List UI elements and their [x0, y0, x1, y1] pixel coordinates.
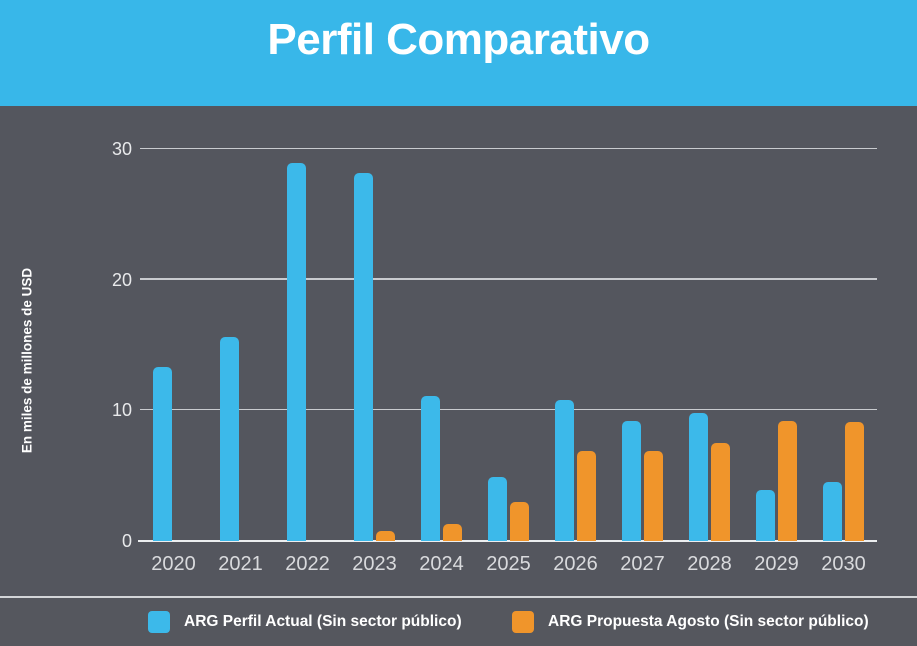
- legend-item-actual: ARG Perfil Actual (Sin sector público): [148, 611, 462, 633]
- bar-group-2026: [542, 106, 609, 541]
- bar-slot: [577, 450, 596, 541]
- bar-group-2028: [676, 106, 743, 541]
- x-tick-label-2025: 2025: [486, 553, 531, 575]
- bar-2020-actual: [153, 367, 172, 541]
- legend-swatch-icon: [148, 611, 170, 633]
- x-tick-label-2028: 2028: [687, 553, 732, 575]
- y-axis-title: En miles de millones de USD: [19, 267, 35, 454]
- bar-slot: [845, 422, 864, 541]
- plot-region: [138, 106, 877, 542]
- x-tick-label-2022: 2022: [285, 553, 330, 575]
- bar-slot: [421, 396, 440, 541]
- x-axis-ticks: 2020 2021 2022 2023 2024 2025 2026 2027 2028 2029…: [140, 553, 877, 576]
- bar-group-2025: [475, 106, 542, 541]
- header-banner: Perfil Comparativo: [0, 0, 917, 106]
- page-title: Perfil Comparativo: [267, 15, 650, 64]
- bar-groups: [140, 106, 877, 541]
- gridline-30: [140, 147, 877, 149]
- x-tick-label-2024: 2024: [419, 553, 464, 575]
- bar-slot: [488, 477, 507, 541]
- x-tick-label-2029: 2029: [754, 553, 799, 575]
- x-tick-label-2021: 2021: [218, 553, 263, 575]
- bar-2027-actual: [622, 420, 641, 541]
- x-tick-label-2026: 2026: [553, 553, 598, 575]
- bar-group-2027: [609, 106, 676, 541]
- bar-slot: [756, 490, 775, 541]
- bar-2023-propuesta: [376, 530, 395, 541]
- y-tick-label-20: 20: [111, 269, 132, 290]
- bar-slot: [376, 530, 395, 541]
- bar-2025-propuesta: [510, 501, 529, 541]
- bar-group-2030: [810, 106, 877, 541]
- bar-group-2023: [341, 106, 408, 541]
- legend-label: ARG Perfil Actual (Sin sector público): [184, 613, 462, 630]
- bar-slot: [689, 412, 708, 541]
- bar-slot: [287, 163, 306, 541]
- bar-2026-actual: [555, 399, 574, 541]
- chart-area: En miles de millones de USD 0 10 20 30 2020…: [0, 106, 917, 596]
- bar-2029-actual: [756, 490, 775, 541]
- y-tick-label-30: 30: [111, 139, 132, 159]
- bar-2022-actual: [287, 163, 306, 541]
- legend: ARG Perfil Actual (Sin sector público) AR…: [0, 596, 917, 646]
- gridline-10: [140, 408, 877, 411]
- bar-2024-propuesta: [443, 524, 462, 541]
- bar-slot: [622, 420, 641, 541]
- bar-2028-propuesta: [711, 443, 730, 541]
- bar-2029-propuesta: [778, 420, 797, 541]
- legend-item-propuesta: ARG Propuesta Agosto (Sin sector público…: [512, 611, 869, 633]
- y-tick-label-0: 0: [121, 531, 132, 551]
- x-tick-label-2023: 2023: [352, 553, 397, 575]
- bar-2024-actual: [421, 396, 440, 541]
- bar-2030-actual: [823, 482, 842, 541]
- bar-2027-propuesta: [644, 450, 663, 541]
- bar-group-2020: [140, 106, 207, 541]
- bar-slot: [823, 482, 842, 541]
- bar-slot: [443, 524, 462, 541]
- bar-slot: [510, 501, 529, 541]
- bar-slot: [644, 450, 663, 541]
- bar-2025-actual: [488, 477, 507, 541]
- x-tick-label-2020: 2020: [151, 553, 196, 575]
- y-tick-label-10: 10: [111, 400, 132, 421]
- bar-group-2022: [274, 106, 341, 541]
- legend-label: ARG Propuesta Agosto (Sin sector público…: [548, 613, 869, 630]
- bar-group-2029: [743, 106, 810, 541]
- bar-2023-actual: [354, 172, 373, 541]
- bar-slot: [220, 337, 239, 541]
- x-tick-label-2027: 2027: [620, 553, 665, 575]
- gridline-20: [140, 278, 877, 280]
- bar-slot: [153, 367, 172, 541]
- bar-2021-actual: [220, 337, 239, 541]
- legend-swatch-icon: [512, 611, 534, 633]
- x-tick-label-2030: 2030: [821, 553, 866, 575]
- bar-2026-propuesta: [577, 450, 596, 541]
- bar-2030-propuesta: [845, 422, 864, 541]
- bar-slot: [711, 443, 730, 541]
- bar-group-2024: [408, 106, 475, 541]
- bar-slot: [555, 399, 574, 541]
- bar-group-2021: [207, 106, 274, 541]
- bar-slot: [354, 172, 373, 541]
- x-axis-baseline: [138, 540, 877, 542]
- bar-2028-actual: [689, 412, 708, 541]
- bar-slot: [778, 420, 797, 541]
